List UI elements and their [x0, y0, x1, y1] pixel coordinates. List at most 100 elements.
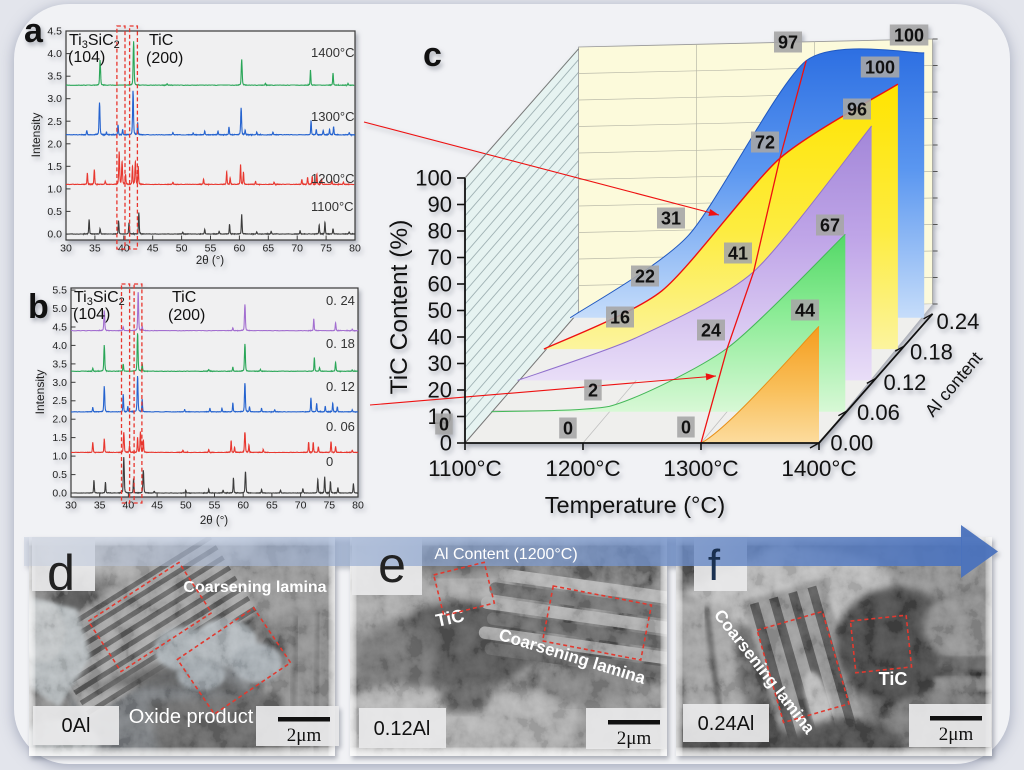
- svg-text:0.06: 0.06: [857, 400, 900, 425]
- svg-text:b: b: [28, 288, 49, 326]
- svg-text:96: 96: [847, 100, 867, 120]
- svg-text:50: 50: [428, 298, 452, 323]
- svg-text:60: 60: [428, 272, 452, 297]
- svg-text:0: 0: [440, 431, 452, 456]
- svg-text:100: 100: [415, 166, 452, 191]
- svg-text:3.5: 3.5: [52, 358, 67, 370]
- svg-text:65: 65: [266, 500, 278, 512]
- svg-text:100: 100: [865, 58, 895, 78]
- svg-text:0.18: 0.18: [910, 340, 953, 365]
- svg-text:2: 2: [588, 381, 598, 401]
- svg-text:1200°C: 1200°C: [545, 456, 620, 481]
- svg-text:Al Content (1200°C): Al Content (1200°C): [434, 546, 577, 563]
- svg-text:2.0: 2.0: [47, 138, 62, 150]
- svg-text:45: 45: [147, 243, 159, 255]
- svg-text:24: 24: [701, 321, 721, 341]
- svg-text:c: c: [423, 36, 442, 74]
- svg-text:3.0: 3.0: [47, 93, 62, 105]
- svg-text:1.0: 1.0: [52, 451, 67, 463]
- svg-text:97: 97: [778, 33, 798, 53]
- svg-text:5.5: 5.5: [52, 285, 67, 297]
- svg-text:0. 18: 0. 18: [326, 336, 355, 351]
- svg-text:70: 70: [295, 500, 307, 512]
- svg-text:2.5: 2.5: [52, 395, 67, 407]
- svg-text:a: a: [24, 12, 44, 50]
- svg-text:44: 44: [795, 301, 815, 321]
- svg-text:2θ (°): 2θ (°): [200, 515, 228, 527]
- svg-text:2μm: 2μm: [287, 725, 322, 746]
- svg-text:(104): (104): [73, 306, 110, 323]
- svg-text:1.0: 1.0: [47, 183, 62, 195]
- svg-text:1.5: 1.5: [47, 161, 62, 173]
- svg-text:(104): (104): [68, 49, 105, 66]
- svg-text:TiC: TiC: [879, 669, 908, 689]
- svg-text:0. 12: 0. 12: [326, 379, 355, 394]
- svg-text:60: 60: [237, 500, 249, 512]
- svg-text:40: 40: [428, 325, 452, 350]
- svg-text:e: e: [378, 537, 406, 593]
- svg-text:100: 100: [894, 26, 924, 46]
- svg-text:4.5: 4.5: [47, 26, 62, 38]
- svg-text:55: 55: [209, 500, 221, 512]
- svg-text:55: 55: [205, 243, 217, 255]
- svg-text:72: 72: [755, 133, 775, 153]
- svg-text:4.0: 4.0: [47, 48, 62, 60]
- svg-text:f: f: [708, 541, 721, 590]
- svg-text:50: 50: [176, 243, 188, 255]
- svg-text:3.0: 3.0: [52, 377, 67, 389]
- svg-text:80: 80: [428, 219, 452, 244]
- svg-text:67: 67: [820, 216, 840, 236]
- svg-text:30: 30: [65, 500, 77, 512]
- svg-text:2μm: 2μm: [617, 728, 652, 749]
- svg-text:2μm: 2μm: [939, 724, 974, 745]
- svg-text:d: d: [47, 545, 75, 601]
- svg-text:4.5: 4.5: [52, 322, 67, 334]
- svg-text:Ti3SiC2: Ti3SiC2: [74, 289, 125, 308]
- svg-text:1300°C: 1300°C: [311, 109, 355, 124]
- svg-text:35: 35: [89, 243, 101, 255]
- svg-text:90: 90: [428, 192, 452, 217]
- svg-text:40: 40: [123, 500, 135, 512]
- svg-text:0.0: 0.0: [52, 488, 67, 500]
- svg-text:0: 0: [326, 454, 333, 469]
- svg-text:0.24Al: 0.24Al: [698, 713, 755, 735]
- svg-text:TiC: TiC: [149, 32, 173, 49]
- svg-text:Temperature (°C): Temperature (°C): [545, 492, 725, 518]
- svg-text:16: 16: [610, 308, 630, 328]
- svg-text:1.5: 1.5: [52, 432, 67, 444]
- svg-text:1200°C: 1200°C: [311, 171, 355, 186]
- svg-text:2θ (°): 2θ (°): [196, 255, 224, 267]
- svg-text:0: 0: [563, 419, 573, 439]
- svg-text:2.5: 2.5: [47, 116, 62, 128]
- svg-text:(200): (200): [146, 50, 183, 67]
- svg-text:(200): (200): [168, 307, 205, 324]
- svg-text:TiC Content (%): TiC Content (%): [386, 220, 413, 395]
- svg-text:75: 75: [323, 500, 335, 512]
- svg-text:3.5: 3.5: [47, 71, 62, 83]
- svg-text:Coarsening lamina: Coarsening lamina: [183, 579, 326, 596]
- svg-text:0Al: 0Al: [62, 715, 91, 737]
- svg-text:0: 0: [681, 418, 691, 438]
- svg-text:70: 70: [428, 245, 452, 270]
- svg-text:80: 80: [349, 243, 361, 255]
- svg-text:41: 41: [728, 244, 748, 264]
- svg-text:1300°C: 1300°C: [663, 456, 738, 481]
- svg-text:5.0: 5.0: [52, 303, 67, 315]
- svg-text:31: 31: [661, 209, 681, 229]
- svg-text:0.24: 0.24: [937, 309, 980, 334]
- svg-text:75: 75: [320, 243, 332, 255]
- svg-text:Intensity: Intensity: [29, 113, 43, 158]
- svg-text:30: 30: [60, 243, 72, 255]
- svg-text:0.12Al: 0.12Al: [374, 718, 431, 740]
- svg-text:20: 20: [428, 378, 452, 403]
- svg-text:TiC: TiC: [172, 289, 196, 306]
- svg-text:1100°C: 1100°C: [428, 456, 502, 481]
- svg-text:60: 60: [234, 243, 246, 255]
- svg-text:1100°C: 1100°C: [311, 199, 354, 214]
- svg-text:0.12: 0.12: [884, 370, 927, 395]
- svg-text:2.0: 2.0: [52, 414, 67, 426]
- svg-text:0: 0: [439, 415, 449, 435]
- svg-text:Intensity: Intensity: [33, 370, 47, 415]
- svg-text:1400°C: 1400°C: [781, 456, 856, 481]
- svg-text:0.0: 0.0: [47, 229, 62, 241]
